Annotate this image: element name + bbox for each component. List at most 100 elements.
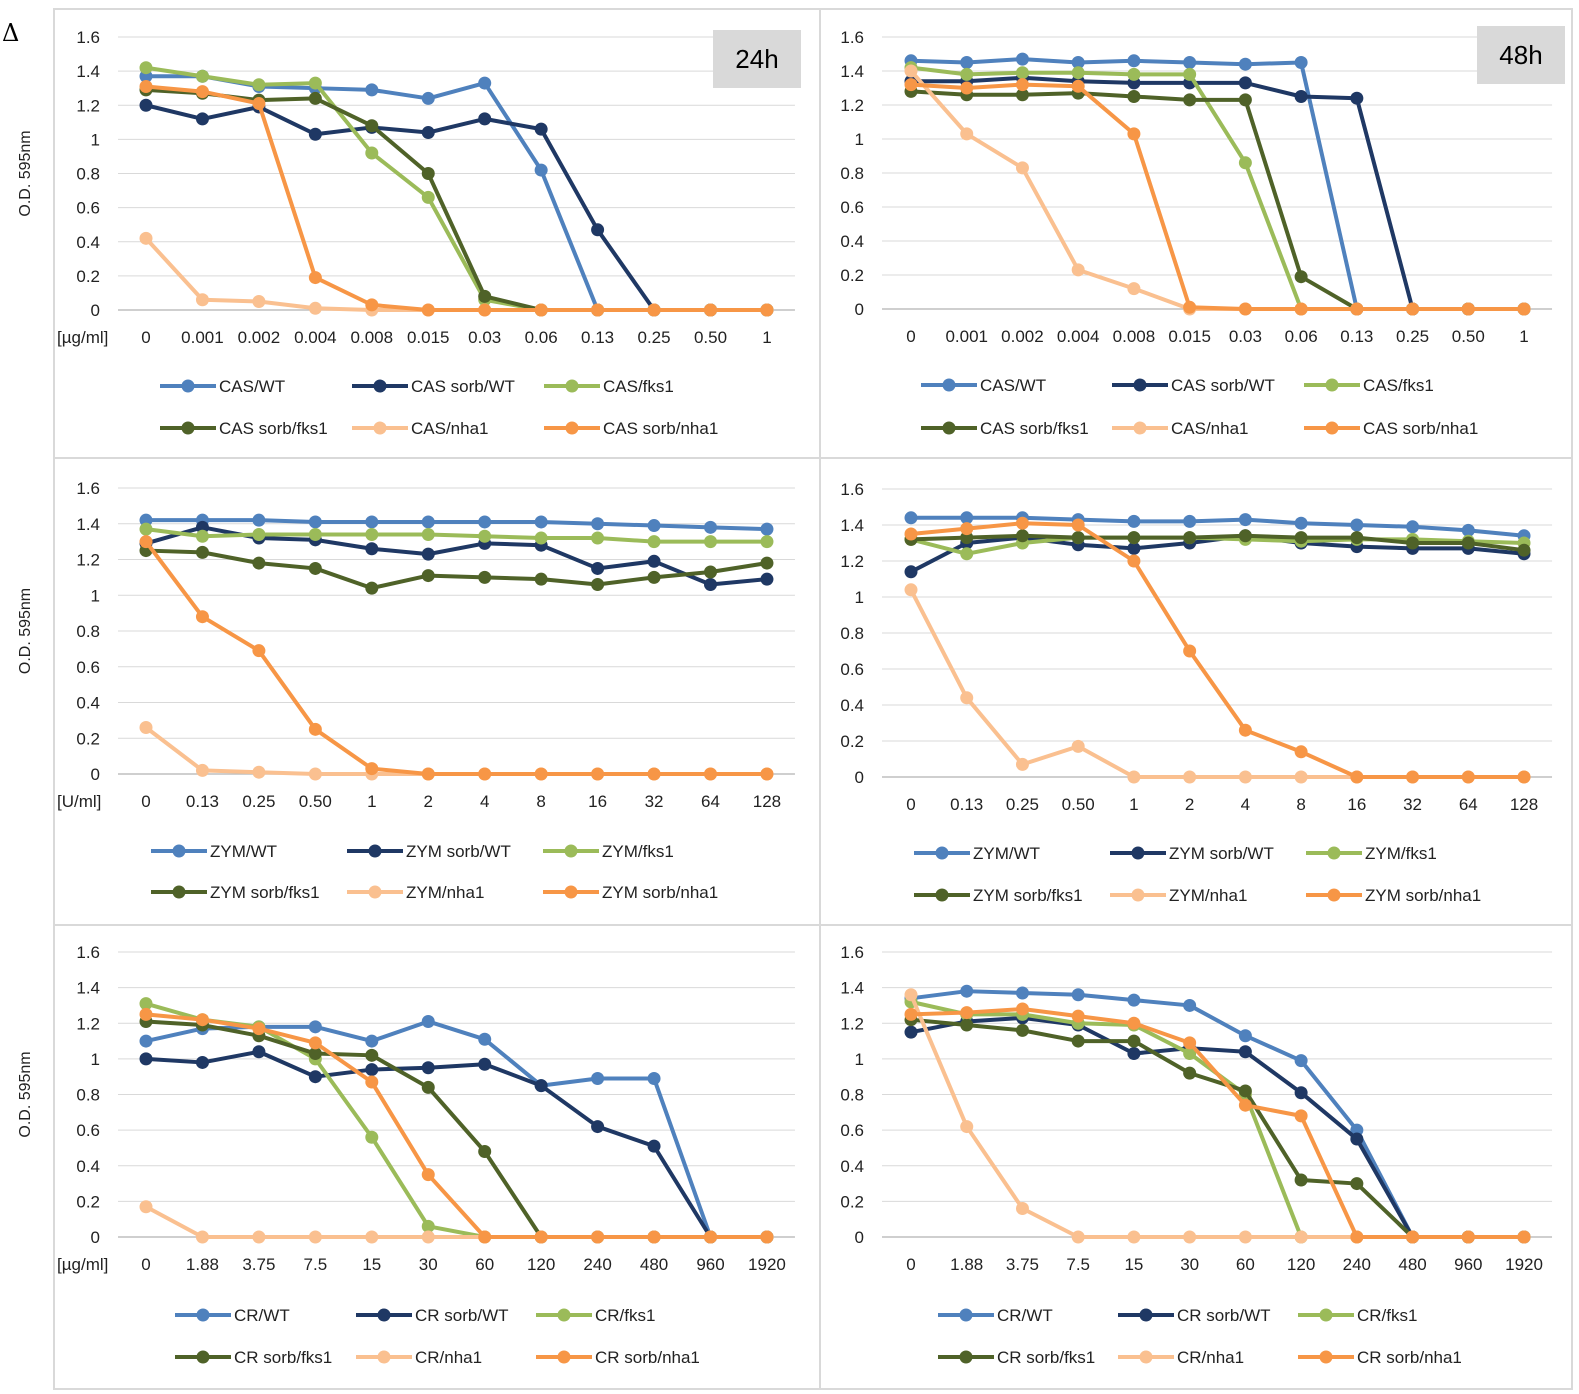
x-tick-label: 960 [696, 1255, 724, 1274]
data-point [1238, 529, 1252, 543]
data-point [960, 127, 974, 141]
legend-label: CR sorb/WT [1177, 1306, 1271, 1325]
data-point [308, 76, 322, 90]
data-point [195, 1055, 209, 1069]
data-point [760, 522, 774, 536]
y-tick-label: 1.4 [840, 516, 864, 535]
x-tick-label: 60 [1236, 1255, 1255, 1274]
data-point [760, 556, 774, 570]
data-point [1183, 1047, 1197, 1061]
series-line [144, 527, 769, 544]
x-tick-label: 8 [536, 792, 545, 811]
series-line [909, 69, 1527, 311]
data-point [1183, 56, 1197, 69]
chart-panel: 0 0.2 0.4 0.6 0.8 1 1.2 1.4 1.6 0 0.13 0.25 0.50 1 2 4 8… [840, 480, 1553, 905]
y-tick-label: 1.2 [76, 1014, 100, 1033]
y-tick-label: 1.6 [840, 28, 864, 47]
legend-item: ZYM/WT [151, 842, 277, 861]
x-tick-label: 1.88 [186, 1255, 219, 1274]
data-point [421, 547, 435, 561]
data-point [1350, 770, 1364, 784]
data-point [1127, 1034, 1141, 1048]
data-point [1406, 1230, 1420, 1244]
x-tick-label: 15 [362, 1255, 381, 1274]
timepoint-badge: 48h [1477, 26, 1565, 84]
x-tick-label: 30 [1180, 1255, 1199, 1274]
x-tick-label: 0.002 [238, 328, 281, 347]
data-point [534, 767, 548, 781]
data-point [308, 515, 322, 529]
legend-label: CR sorb/fks1 [234, 1348, 332, 1367]
data-point [1015, 66, 1029, 80]
data-point [1350, 302, 1364, 316]
data-point [1183, 514, 1197, 528]
data-point [904, 565, 918, 579]
y-tick-label: 1.6 [76, 28, 100, 47]
y-tick-label: 0 [91, 301, 100, 320]
legend-label: ZYM sorb/fks1 [973, 886, 1083, 905]
series-line [909, 533, 1527, 553]
x-tick-label: 240 [1343, 1255, 1371, 1274]
data-point [1127, 127, 1141, 141]
x-tick-label: 0 [141, 792, 150, 811]
data-point [308, 91, 322, 105]
legend-swatch-marker [959, 1350, 973, 1364]
data-point [308, 1070, 322, 1084]
legend-label: CAS sorb/WT [411, 377, 515, 396]
x-tick-label: 128 [753, 792, 781, 811]
legend-label: CR sorb/WT [415, 1306, 509, 1325]
data-point [904, 583, 918, 597]
y-tick-label: 1.6 [76, 943, 100, 962]
legend-label: CR/fks1 [595, 1306, 655, 1325]
data-point [365, 1230, 379, 1244]
x-tick-label: 0.06 [1285, 327, 1318, 346]
y-tick-label: 0 [855, 300, 864, 319]
data-point [308, 301, 322, 315]
legend-swatch-marker [1133, 378, 1147, 392]
data-point [1406, 520, 1420, 534]
data-point [421, 527, 435, 541]
legend-item: CR/fks1 [536, 1306, 655, 1325]
x-tick-label: 30 [419, 1255, 438, 1274]
series-nha1 [904, 583, 1531, 784]
legend-item: CR sorb/WT [1118, 1306, 1271, 1325]
data-point [1015, 161, 1029, 175]
x-tick-label: 7.5 [1066, 1255, 1090, 1274]
legend-swatch-marker [377, 1350, 391, 1364]
y-tick-label: 0.2 [840, 266, 864, 285]
data-point [252, 97, 266, 111]
data-point [365, 542, 379, 556]
data-point [1461, 523, 1475, 537]
series-fks1 [904, 995, 1531, 1244]
y-tick-label: 0.8 [840, 164, 864, 183]
data-point [1127, 770, 1141, 784]
legend-swatch-marker [373, 379, 387, 393]
data-point [421, 1061, 435, 1075]
legend-item: CAS sorb/fks1 [160, 419, 328, 438]
x-tick-label: 0.50 [1452, 327, 1485, 346]
y-tick-label: 0.8 [840, 624, 864, 643]
x-tick-label: 0.50 [694, 328, 727, 347]
series-sorb-nha1 [904, 78, 1531, 316]
legend-swatch-marker [564, 844, 578, 858]
data-point [904, 527, 918, 541]
data-point [904, 988, 918, 1002]
data-point [1517, 770, 1531, 784]
data-point [478, 1230, 492, 1244]
data-point [308, 722, 322, 736]
data-point [1127, 514, 1141, 528]
timepoint-badge-bg [713, 30, 801, 88]
series-sorb-wt [904, 1011, 1531, 1244]
y-tick-label: 1.2 [840, 552, 864, 571]
legend-swatch-marker [942, 378, 956, 392]
data-point [534, 1230, 548, 1244]
x-tick-label: 7.5 [304, 1255, 328, 1274]
data-point [1294, 1086, 1308, 1100]
data-point [1238, 723, 1252, 737]
legend-item: CAS sorb/nha1 [1304, 419, 1478, 438]
series-line [909, 75, 1527, 311]
x-unit-label: [µg/ml] [57, 328, 108, 347]
data-point [252, 1045, 266, 1059]
x-tick-label: 480 [1398, 1255, 1426, 1274]
x-tick-label: 0.015 [407, 328, 450, 347]
